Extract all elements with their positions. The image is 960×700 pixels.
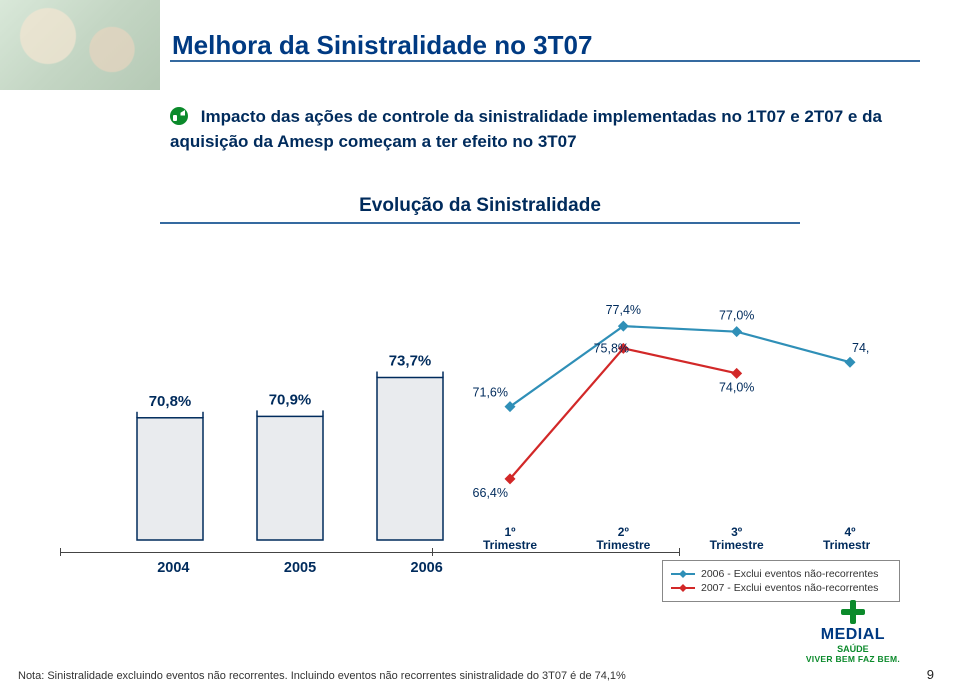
bullet-block: Impacto das ações de controle da sinistr… [170, 105, 900, 154]
svg-text:77,4%: 77,4% [606, 303, 641, 317]
footnote: Nota: Sinistralidade excluindo eventos n… [18, 670, 626, 682]
year-label: 2005 [237, 560, 364, 576]
svg-text:74,8%: 74,8% [852, 341, 870, 355]
title-underline [170, 60, 920, 62]
svg-text:71,6%: 71,6% [473, 386, 508, 400]
page-number: 9 [927, 667, 934, 682]
logo-sub: SAÚDE [806, 644, 900, 654]
svg-text:3º: 3º [731, 525, 743, 539]
svg-text:Trimestre: Trimestre [483, 538, 537, 552]
photo-banner [0, 0, 162, 90]
svg-text:4º: 4º [844, 525, 856, 539]
title-bar: Melhora da Sinistralidade no 3T07 [160, 0, 960, 90]
bullet-text: Impacto das ações de controle da sinistr… [170, 107, 882, 151]
logo-tag: VIVER BEM FAZ BEM. [806, 654, 900, 664]
logo-cross-icon [841, 600, 865, 624]
svg-text:2º: 2º [618, 525, 630, 539]
svg-text:Trimestre: Trimestre [710, 538, 764, 552]
chart-title-underline [160, 222, 800, 224]
chart-title: Evolução da Sinistralidade [0, 195, 960, 217]
year-label: 2004 [110, 560, 237, 576]
logo-name: MEDIAL [806, 626, 900, 644]
svg-text:75,8%: 75,8% [594, 341, 629, 355]
legend-row: 2007 - Exclui eventos não-recorrentes [671, 582, 891, 594]
svg-text:77,0%: 77,0% [719, 309, 754, 323]
page-title: Melhora da Sinistralidade no 3T07 [172, 30, 592, 61]
legend-row: 2006 - Exclui eventos não-recorrentes [671, 568, 891, 580]
svg-text:73,7%: 73,7% [389, 353, 432, 370]
slide: Melhora da Sinistralidade no 3T07 Impact… [0, 0, 960, 700]
year-label: 2006 [363, 560, 490, 576]
logo: MEDIAL SAÚDE VIVER BEM FAZ BEM. [806, 600, 900, 664]
svg-text:Trimestre: Trimestre [823, 538, 870, 552]
svg-text:1º: 1º [504, 525, 516, 539]
bullet-pie-icon [170, 107, 188, 125]
chart-area: 70,8% 70,9% 73,7% 71,6% 77,4% 77,0% 74,8% 66,4%… [90, 260, 870, 560]
svg-text:70,9%: 70,9% [269, 391, 312, 408]
svg-text:66,4%: 66,4% [473, 486, 508, 500]
baseline [60, 552, 680, 553]
svg-text:Trimestre: Trimestre [596, 538, 650, 552]
svg-text:70,8%: 70,8% [149, 393, 192, 410]
legend: 2006 - Exclui eventos não-recorrentes 200… [662, 560, 900, 602]
year-labels: 200420052006 [110, 560, 490, 576]
chart-svg: 70,8% 70,9% 73,7% 71,6% 77,4% 77,0% 74,8% 66,4%… [90, 260, 870, 560]
svg-text:74,0%: 74,0% [719, 380, 754, 394]
